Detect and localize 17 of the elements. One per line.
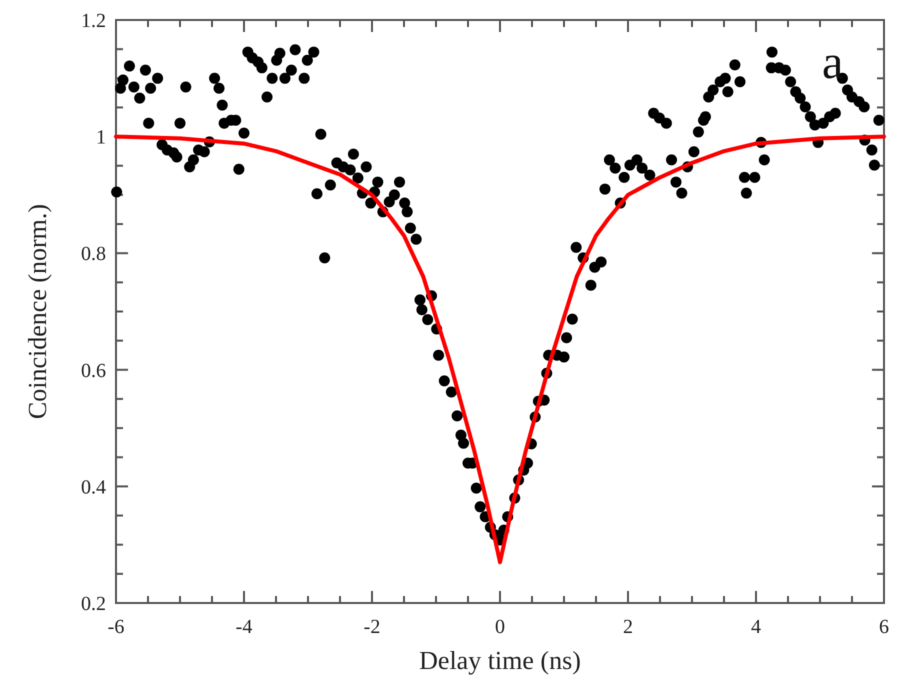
y-tick-label: 0.8 xyxy=(81,243,106,266)
x-tick-label: 4 xyxy=(751,616,761,638)
x-tick-label: -4 xyxy=(236,616,252,638)
x-tick-label: -6 xyxy=(108,616,124,638)
y-tick-label: 0.2 xyxy=(81,593,106,615)
y-tick-label: 0.4 xyxy=(81,476,106,498)
x-tick-label: 0 xyxy=(495,616,505,638)
y-tick-label: 1.2 xyxy=(81,10,106,32)
x-tick-label: 2 xyxy=(623,616,633,638)
x-axis-title: Delay time (ns) xyxy=(419,646,581,675)
y-axis-title: Coincidence (norm.) xyxy=(23,204,52,420)
line-series xyxy=(114,134,886,564)
x-tick-label: -2 xyxy=(364,616,380,638)
y-tick-label: 0.6 xyxy=(81,360,106,382)
y-tick-label: 1 xyxy=(96,126,106,149)
x-tick-label: 6 xyxy=(879,616,889,638)
annotation: a xyxy=(822,36,844,89)
